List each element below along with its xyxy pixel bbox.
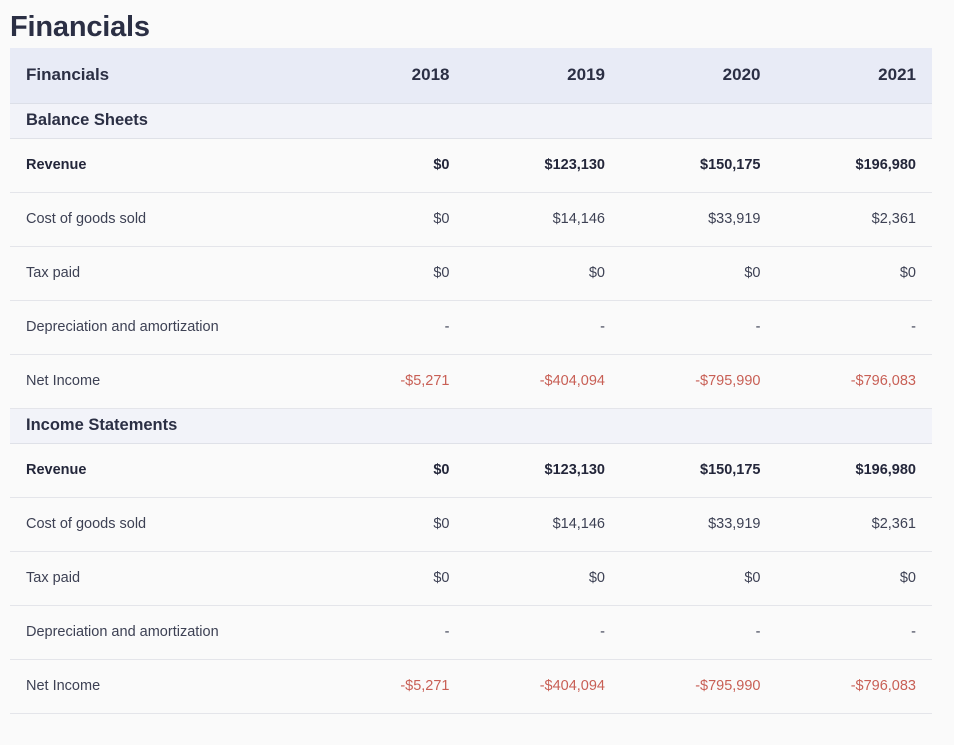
row-label: Depreciation and amortization xyxy=(10,300,310,355)
cell-value: $2,361 xyxy=(776,497,932,552)
cell-value: $0 xyxy=(465,551,621,606)
cell-value: $0 xyxy=(776,551,932,606)
cell-value: -$795,990 xyxy=(621,354,777,409)
cell-value: -$5,271 xyxy=(310,659,466,714)
cell-value: $0 xyxy=(465,246,621,301)
cell-value: $0 xyxy=(621,551,777,606)
column-header-label: Financials xyxy=(10,48,310,104)
row-label: Depreciation and amortization xyxy=(10,605,310,660)
row-label: Revenue xyxy=(10,138,310,193)
table-row: Net Income -$5,271 -$404,094 -$795,990 -$796… xyxy=(10,354,932,409)
row-label: Net Income xyxy=(10,659,310,714)
table-body: Balance Sheets Revenue $0 $123,130 $150,175 $… xyxy=(10,103,932,714)
table-row: Cost of goods sold $0 $14,146 $33,919 $2,361 xyxy=(10,192,932,247)
cell-value: - xyxy=(621,300,777,355)
section-header-row: Income Statements xyxy=(10,408,932,444)
cell-value: - xyxy=(776,605,932,660)
cell-value: $0 xyxy=(621,246,777,301)
table-row: Tax paid $0 $0 $0 $0 xyxy=(10,551,932,606)
cell-value: - xyxy=(621,605,777,660)
page-title: Financials xyxy=(10,11,150,43)
row-label: Cost of goods sold xyxy=(10,497,310,552)
cell-value: $0 xyxy=(310,497,466,552)
cell-value: - xyxy=(776,300,932,355)
column-header-year: 2018 xyxy=(310,48,466,104)
row-label: Tax paid xyxy=(10,246,310,301)
table-row: Net Income -$5,271 -$404,094 -$795,990 -$796… xyxy=(10,659,932,714)
cell-value: $0 xyxy=(310,138,466,193)
cell-value: -$796,083 xyxy=(776,659,932,714)
section-header-row: Balance Sheets xyxy=(10,103,932,139)
cell-value: $33,919 xyxy=(621,192,777,247)
cell-value: $0 xyxy=(310,551,466,606)
column-header-year: 2021 xyxy=(776,48,932,104)
cell-value: -$404,094 xyxy=(465,354,621,409)
financials-table: Financials 2018 2019 2020 2021 Balance S… xyxy=(10,48,932,714)
table-row: Depreciation and amortization - - - - xyxy=(10,300,932,355)
cell-value: $123,130 xyxy=(465,443,621,498)
cell-value: -$404,094 xyxy=(465,659,621,714)
row-label: Net Income xyxy=(10,354,310,409)
cell-value: - xyxy=(310,300,466,355)
cell-value: -$795,990 xyxy=(621,659,777,714)
cell-value: - xyxy=(465,605,621,660)
row-label: Tax paid xyxy=(10,551,310,606)
cell-value: $0 xyxy=(776,246,932,301)
column-header-year: 2019 xyxy=(465,48,621,104)
table-row: Depreciation and amortization - - - - xyxy=(10,605,932,660)
cell-value: - xyxy=(465,300,621,355)
table-row: Revenue $0 $123,130 $150,175 $196,980 xyxy=(10,443,932,498)
table-header-row: Financials 2018 2019 2020 2021 xyxy=(10,48,932,104)
cell-value: $33,919 xyxy=(621,497,777,552)
section-title: Income Statements xyxy=(10,408,932,444)
column-header-year: 2020 xyxy=(621,48,777,104)
cell-value: $0 xyxy=(310,443,466,498)
cell-value: -$796,083 xyxy=(776,354,932,409)
row-label: Cost of goods sold xyxy=(10,192,310,247)
cell-value: $14,146 xyxy=(465,192,621,247)
cell-value: $150,175 xyxy=(621,138,777,193)
cell-value: - xyxy=(310,605,466,660)
cell-value: $150,175 xyxy=(621,443,777,498)
cell-value: $14,146 xyxy=(465,497,621,552)
row-label: Revenue xyxy=(10,443,310,498)
cell-value: $196,980 xyxy=(776,138,932,193)
table-row: Revenue $0 $123,130 $150,175 $196,980 xyxy=(10,138,932,193)
table-row: Tax paid $0 $0 $0 $0 xyxy=(10,246,932,301)
cell-value: $0 xyxy=(310,192,466,247)
cell-value: $196,980 xyxy=(776,443,932,498)
table-row: Cost of goods sold $0 $14,146 $33,919 $2,361 xyxy=(10,497,932,552)
section-title: Balance Sheets xyxy=(10,103,932,139)
cell-value: -$5,271 xyxy=(310,354,466,409)
cell-value: $123,130 xyxy=(465,138,621,193)
cell-value: $0 xyxy=(310,246,466,301)
cell-value: $2,361 xyxy=(776,192,932,247)
